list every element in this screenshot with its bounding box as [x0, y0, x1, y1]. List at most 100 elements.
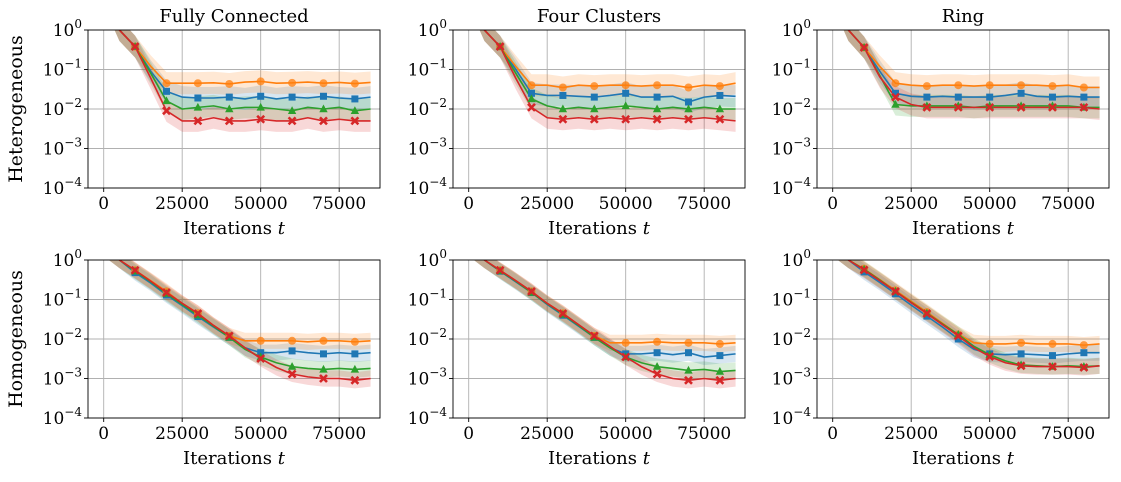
- panel-title: Four Clusters: [537, 6, 661, 27]
- data-point-s3: [715, 367, 725, 375]
- data-point-s2: [621, 338, 630, 347]
- data-point-s3: [162, 96, 171, 105]
- series-line-s4: [118, 260, 371, 382]
- data-point-s4: [193, 309, 203, 319]
- confidence-band-s4: [108, 260, 371, 389]
- data-point-s2: [684, 83, 693, 92]
- y-tick-label: 10−2: [43, 96, 82, 120]
- panel-3: 0 25000 50000 75000 10−4 10−3 10−2 10−1 100 Itera…: [772, 6, 1110, 239]
- data-point-s3: [287, 106, 297, 115]
- x-tick-label: 25000: [520, 424, 574, 444]
- data-point-s4: [1079, 363, 1089, 372]
- data-point-s3: [350, 106, 360, 115]
- data-point-s3: [922, 101, 932, 110]
- data-point-s4: [715, 114, 725, 124]
- x-axis-label: Iterations t: [548, 448, 651, 469]
- confidence-band-s4: [479, 30, 736, 132]
- plot-area: [473, 260, 736, 389]
- series-line-s2: [847, 260, 1100, 346]
- data-point-s1: [891, 89, 899, 97]
- data-point-s4: [495, 42, 505, 52]
- y-tick-label: 10−3: [772, 366, 811, 390]
- data-point-s1: [225, 93, 233, 101]
- data-point-s2: [319, 336, 328, 345]
- data-point-s2: [1017, 338, 1026, 347]
- data-point-s1: [716, 91, 724, 99]
- data-point-s3: [558, 104, 568, 113]
- x-tick-label: 0: [98, 424, 109, 444]
- series-line-s4: [483, 260, 736, 382]
- data-point-s1: [288, 347, 296, 355]
- data-point-s2: [891, 79, 900, 88]
- data-point-s4: [621, 114, 631, 124]
- data-point-s4: [859, 43, 869, 52]
- confidence-band-s1: [114, 30, 371, 110]
- confidence-band-s4: [843, 30, 1100, 121]
- data-point-s4: [162, 106, 171, 116]
- x-tick-label: 50000: [234, 194, 288, 214]
- data-point-s1: [716, 352, 724, 360]
- y-tick-label: 10−4: [43, 175, 83, 199]
- data-point-s4: [558, 114, 568, 124]
- data-point-s4: [287, 116, 297, 126]
- confidence-band-s4: [473, 260, 736, 389]
- x-tick-label: 0: [827, 424, 838, 444]
- series-line-s4: [483, 30, 736, 122]
- confidence-band-s1: [479, 30, 736, 114]
- confidence-band-s4: [114, 30, 371, 132]
- y-tick-label: 10−4: [43, 405, 83, 429]
- data-point-s1: [527, 89, 535, 97]
- data-point-s3: [715, 104, 725, 113]
- data-point-s2: [1017, 81, 1026, 90]
- confidence-band-s3: [114, 30, 371, 122]
- data-point-s4: [715, 375, 725, 385]
- data-point-s4: [859, 265, 869, 275]
- data-point-s4: [1048, 102, 1057, 112]
- data-point-s2: [1079, 341, 1088, 350]
- y-tick-label: 10−1: [43, 287, 82, 311]
- data-point-s2: [954, 81, 963, 90]
- data-point-s1: [653, 349, 661, 357]
- x-tick-label: 75000: [677, 194, 731, 214]
- y-tick-label: 10−4: [772, 175, 812, 199]
- y-tick-label: 10−4: [408, 175, 448, 199]
- data-point-s3: [652, 104, 662, 113]
- data-point-s1: [1080, 93, 1088, 101]
- x-tick-label: 25000: [155, 194, 209, 214]
- y-tick-label: 100: [53, 247, 82, 271]
- plot-area: [837, 260, 1100, 376]
- data-point-s4: [350, 375, 360, 385]
- panel-4: 0 25000 50000 75000 10−4 10−3 10−2 10−1 100 Itera…: [5, 247, 381, 469]
- data-point-s4: [162, 288, 171, 297]
- y-tick-label: 10−4: [772, 405, 812, 429]
- data-point-s4: [193, 116, 203, 126]
- x-tick-label: 75000: [677, 424, 731, 444]
- y-tick-label: 10−3: [408, 136, 447, 160]
- y-tick-label: 10−2: [43, 326, 82, 350]
- data-point-s1: [684, 98, 692, 106]
- data-point-s1: [1080, 349, 1088, 357]
- data-point-s2: [225, 79, 234, 88]
- data-point-s2: [288, 336, 297, 345]
- data-point-s3: [954, 329, 963, 338]
- data-point-s1: [1017, 89, 1025, 97]
- data-point-s4: [891, 92, 900, 102]
- y-tick-label: 10−1: [772, 287, 811, 311]
- x-tick-label: 50000: [599, 424, 653, 444]
- data-point-s1: [351, 95, 359, 103]
- series-line-s3: [118, 30, 371, 112]
- data-point-s1: [1048, 352, 1056, 360]
- data-point-s2: [256, 336, 265, 345]
- y-tick-label: 10−2: [408, 96, 447, 120]
- series-line-s4: [118, 30, 371, 122]
- data-point-s4: [130, 265, 140, 275]
- confidence-band-s2: [114, 30, 371, 95]
- data-point-s2: [922, 82, 931, 91]
- data-point-s3: [319, 364, 328, 373]
- data-point-s2: [527, 81, 536, 90]
- y-tick-label: 10−1: [43, 57, 82, 81]
- y-tick-label: 100: [418, 17, 447, 41]
- data-point-s1: [351, 350, 359, 358]
- plot-area: [479, 30, 736, 132]
- data-point-s1: [319, 350, 327, 358]
